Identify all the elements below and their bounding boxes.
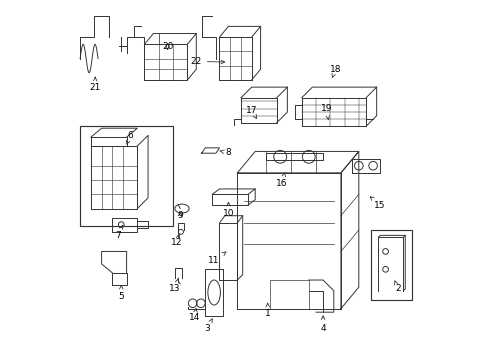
Text: 8: 8 <box>220 148 231 157</box>
Text: 10: 10 <box>222 202 234 219</box>
Text: 6: 6 <box>126 131 133 144</box>
Bar <box>80 126 173 226</box>
Text: 15: 15 <box>369 197 385 210</box>
Text: 20: 20 <box>162 41 173 50</box>
Text: 22: 22 <box>190 57 224 66</box>
Text: 18: 18 <box>329 65 341 77</box>
Text: 19: 19 <box>320 104 332 120</box>
Text: 12: 12 <box>171 234 182 247</box>
Text: 14: 14 <box>188 309 200 322</box>
Text: 7: 7 <box>115 225 122 240</box>
Text: 11: 11 <box>208 252 225 265</box>
Text: 1: 1 <box>264 303 270 319</box>
Text: 4: 4 <box>320 316 325 333</box>
Text: 2: 2 <box>394 281 400 293</box>
Text: 16: 16 <box>276 173 287 188</box>
Text: 13: 13 <box>169 279 180 293</box>
Text: 17: 17 <box>245 106 257 118</box>
Text: 3: 3 <box>203 319 212 333</box>
Text: 21: 21 <box>89 77 101 92</box>
Text: 5: 5 <box>118 285 124 301</box>
Text: 9: 9 <box>177 211 183 220</box>
Bar <box>370 230 411 300</box>
